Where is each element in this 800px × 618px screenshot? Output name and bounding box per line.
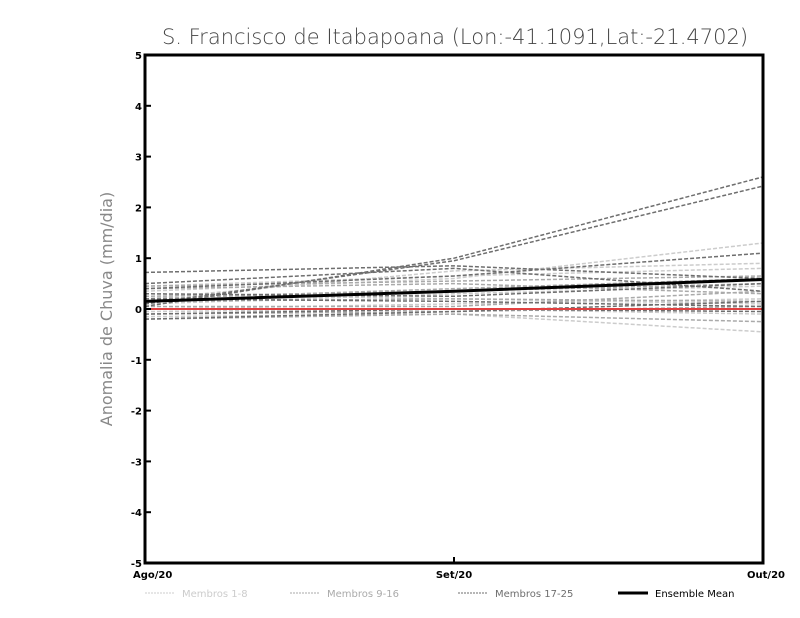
y-tick-label: 0 <box>135 305 142 316</box>
y-tick-label: -3 <box>131 457 142 468</box>
legend: Membros 1-8 Membros 9-16 Membros 17-25 Ense… <box>145 589 734 600</box>
member-line-9 <box>144 282 764 295</box>
y-axis-label: Anomalia de Chuva (mm/dia) <box>97 192 116 426</box>
x-tick-label: Ago/20 <box>133 570 172 581</box>
legend-label-2: Membros 9-16 <box>327 589 399 600</box>
chart-title: S. Francisco de Itabapoana (Lon:-41.1091… <box>162 25 748 49</box>
member-line-18 <box>144 185 764 305</box>
x-tick-label: Set/20 <box>436 570 472 581</box>
member-line-4 <box>144 298 764 310</box>
y-tick-label: -1 <box>131 356 142 367</box>
member-line-11 <box>144 298 764 303</box>
y-tick-label: 4 <box>135 102 142 113</box>
legend-label-3: Membros 17-25 <box>495 589 573 600</box>
member-line-25 <box>144 300 764 320</box>
member-line-19 <box>144 265 764 280</box>
y-tick-label: -2 <box>131 407 142 418</box>
y-tick-label: 2 <box>135 203 142 214</box>
legend-label-1: Membros 1-8 <box>182 589 248 600</box>
member-line-15 <box>144 277 764 300</box>
member-line-22 <box>144 282 764 298</box>
member-line-16 <box>144 313 764 323</box>
member-line-23 <box>144 298 764 308</box>
ticks-layer: -5 -4 -3 -2 -1 0 1 2 3 4 5 Ago/20 Set/20 Out/20 <box>131 51 785 581</box>
y-tick-label: 3 <box>135 153 142 164</box>
y-tick-label: -4 <box>131 508 142 519</box>
ensemble-mean-line <box>144 278 764 303</box>
y-tick-label: 1 <box>135 254 142 265</box>
x-tick-label: Out/20 <box>747 570 785 581</box>
member-line-17 <box>144 176 764 308</box>
y-tick-label: -5 <box>131 559 142 570</box>
member-line-20 <box>144 267 764 292</box>
member-line-12 <box>145 290 764 308</box>
member-line-21 <box>144 252 764 290</box>
y-tick-label: 5 <box>135 51 142 62</box>
legend-label-ensemble-mean: Ensemble Mean <box>655 589 734 600</box>
series-layer <box>144 176 764 333</box>
